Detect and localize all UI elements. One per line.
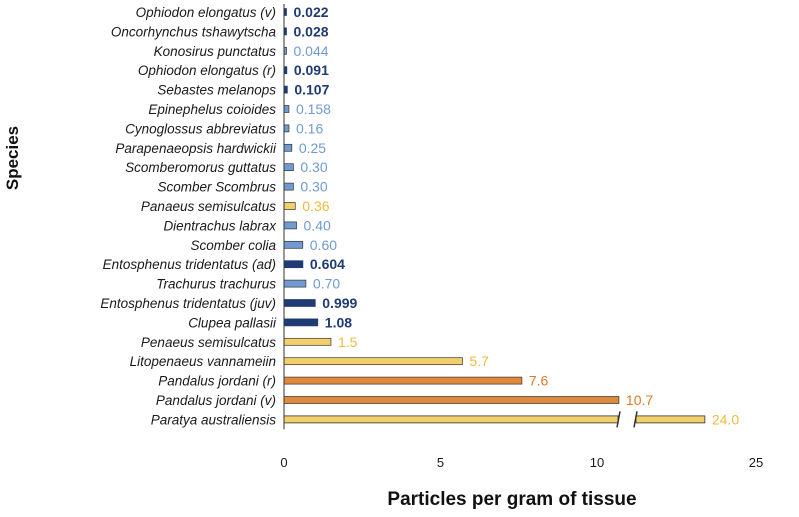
- data-label: 1.08: [325, 314, 352, 330]
- category-label: Konosirus punctatus: [154, 44, 277, 59]
- bar: [283, 357, 463, 366]
- data-label: 0.044: [294, 43, 329, 59]
- category-label: Epinephelus coioides: [148, 102, 276, 117]
- x-axis-title: Particles per gram of tissue: [387, 489, 636, 510]
- y-axis-title: Species: [3, 126, 22, 190]
- category-label: Litopenaeus vannameiin: [130, 354, 276, 369]
- data-label: 0.30: [300, 179, 327, 195]
- bars-layer: [283, 8, 706, 428]
- data-label: 0.25: [299, 140, 326, 156]
- category-label: Panaeus semisulcatus: [141, 199, 276, 214]
- bar: [283, 124, 290, 133]
- bar: [283, 415, 619, 424]
- data-label: 5.7: [469, 353, 489, 369]
- data-label: 0.091: [294, 62, 329, 78]
- category-label: Oncorhynchus tshawytscha: [111, 24, 277, 39]
- bar: [283, 163, 294, 172]
- bar: [283, 240, 304, 249]
- category-label: Pandalus jordani (r): [158, 374, 276, 389]
- bar-continued: [635, 415, 706, 424]
- x-tick-label: 10: [590, 455, 604, 470]
- data-label: 0.604: [310, 256, 345, 272]
- data-label: 10.7: [626, 392, 653, 408]
- data-label: 0.70: [313, 276, 340, 292]
- labels-layer: Ophiodon elongatus (v) 0.022 Oncorhynchus …: [100, 4, 739, 427]
- data-label: 0.022: [294, 4, 329, 20]
- category-label: Parapenaeopsis hardwickii: [115, 141, 277, 156]
- bar: [283, 202, 296, 210]
- category-label: Entosphenus tridentatus (juv): [100, 296, 276, 311]
- category-label: Paratya australiensis: [151, 412, 277, 427]
- category-label: Ophiodon elongatus (v): [136, 5, 276, 20]
- data-label: 0.30: [300, 159, 327, 175]
- x-tick-label: 0: [280, 455, 287, 470]
- bar: [283, 396, 620, 404]
- category-label: Dientrachus labrax: [163, 218, 277, 233]
- data-label: 0.60: [310, 237, 337, 253]
- bar: [283, 376, 523, 385]
- data-label: 1.5: [338, 334, 358, 350]
- bar: [283, 318, 319, 327]
- category-label: Pandalus jordani (v): [156, 393, 276, 408]
- x-tick-label: 25: [749, 455, 763, 470]
- data-label: 0.158: [296, 101, 331, 117]
- data-label: 0.028: [294, 23, 329, 39]
- data-label: 0.107: [294, 82, 329, 98]
- bar: [283, 299, 316, 307]
- bar: [283, 279, 307, 288]
- data-label: 24.0: [712, 411, 739, 427]
- data-label: 0.999: [322, 295, 357, 311]
- axis-break-mark: [633, 411, 638, 428]
- bar: [283, 337, 332, 346]
- category-label: Entosphenus tridentatus (ad): [103, 257, 276, 272]
- category-label: Sebastes melanops: [157, 83, 276, 98]
- category-label: Clupea pallasii: [188, 315, 277, 330]
- category-label: Trachurus trachurus: [156, 277, 276, 292]
- bar: [283, 221, 297, 230]
- axis-break-mark: [616, 411, 621, 428]
- category-label: Ophiodon elongatus (r): [138, 63, 276, 78]
- bar: [283, 260, 304, 269]
- category-label: Penaeus semisulcatus: [141, 335, 276, 350]
- data-label: 0.36: [302, 198, 329, 214]
- bar: [283, 85, 288, 94]
- bar: [283, 105, 290, 113]
- x-axis-ticks: 0 5 10 25: [280, 455, 763, 470]
- bar: [283, 182, 294, 191]
- data-label: 7.6: [529, 373, 549, 389]
- category-label: Cynoglossus abbreviatus: [125, 121, 276, 136]
- data-label: 0.40: [304, 217, 331, 233]
- data-label: 0.16: [296, 120, 323, 136]
- category-label: Scomberomorus guttatus: [125, 160, 276, 175]
- category-label: Scomber Scombrus: [157, 180, 276, 195]
- x-tick-label: 5: [437, 455, 444, 470]
- category-label: Scomber colia: [190, 238, 276, 253]
- bar: [283, 143, 293, 152]
